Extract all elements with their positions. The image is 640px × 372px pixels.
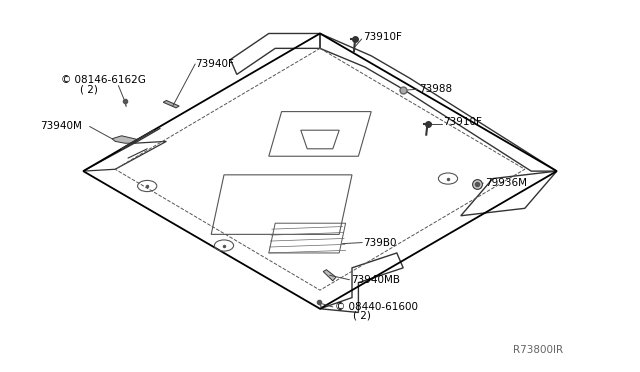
Text: ( 2): ( 2): [353, 311, 371, 320]
Text: ( 2): ( 2): [80, 84, 98, 94]
Text: 73988: 73988: [419, 84, 452, 94]
Text: © 08440-61600: © 08440-61600: [335, 302, 418, 312]
Text: 73910F: 73910F: [363, 32, 402, 42]
Text: 739B0: 739B0: [364, 238, 397, 247]
Polygon shape: [323, 270, 336, 281]
Text: 73940F: 73940F: [195, 59, 234, 69]
Polygon shape: [163, 100, 179, 108]
Text: © 08146-6162G: © 08146-6162G: [61, 75, 146, 85]
Text: 73940M: 73940M: [40, 122, 81, 131]
Text: R73800IR: R73800IR: [513, 345, 563, 355]
Text: 73910F: 73910F: [443, 117, 482, 127]
Text: 73940MB: 73940MB: [351, 275, 400, 285]
Polygon shape: [112, 136, 138, 143]
Text: 79936M: 79936M: [485, 178, 527, 188]
